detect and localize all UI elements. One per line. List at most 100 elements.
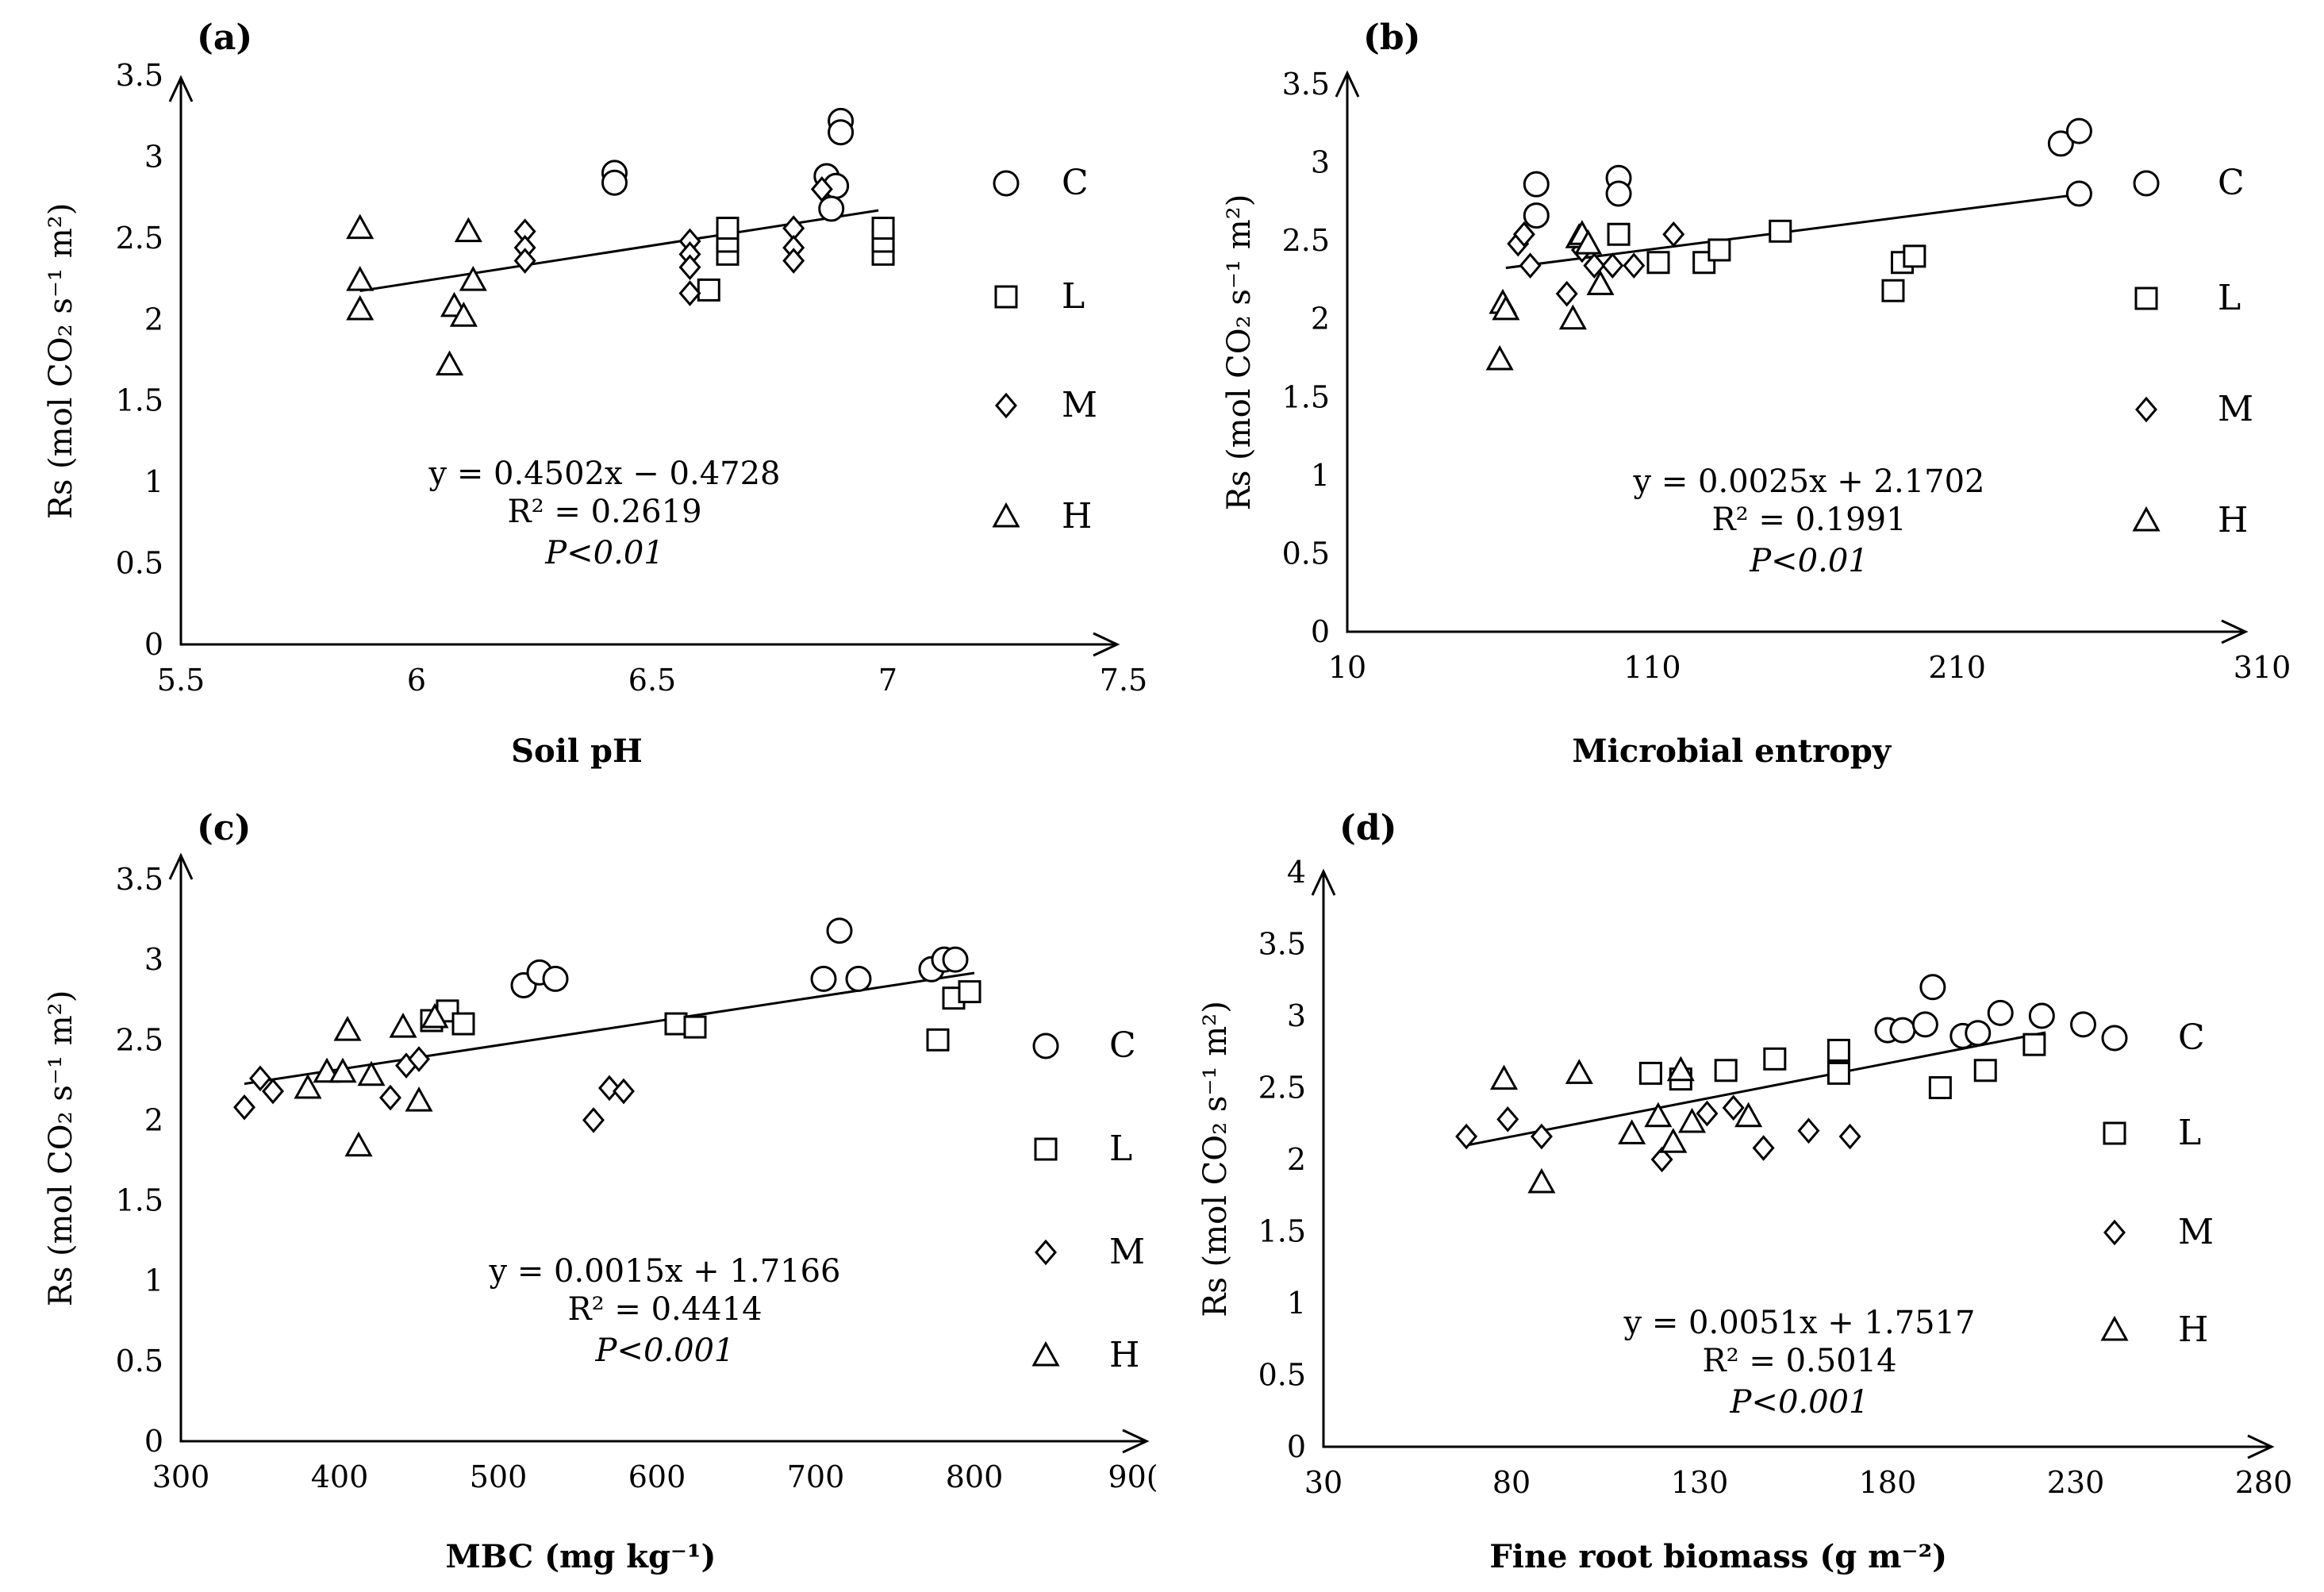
x-axis-label: MBC (mg kg⁻¹) — [446, 1538, 716, 1575]
y-tick-label: 1.5 — [116, 1183, 163, 1218]
legend-marker-C — [1032, 1032, 1059, 1059]
data-point-M — [1496, 1106, 1519, 1132]
data-point-L — [697, 278, 720, 302]
data-point-L — [1928, 1076, 1952, 1099]
r-squared: R² = 0.5014 — [1702, 1343, 1896, 1379]
y-axis-label: Rs (mol CO₂ s⁻¹ m²) — [1197, 1001, 1234, 1317]
legend-marker-L — [994, 285, 1018, 309]
r-squared: R² = 0.1991 — [1711, 502, 1906, 538]
data-point-H — [333, 1016, 362, 1041]
y-axis-label: Rs (mol CO₂ s⁻¹ m²) — [1221, 194, 1258, 511]
legend-label: C — [2178, 1017, 2205, 1058]
r-squared: R² = 0.2619 — [507, 494, 701, 530]
legend-marker-C — [993, 170, 1020, 197]
data-point-L — [1638, 1061, 1662, 1085]
data-point-L — [664, 1012, 688, 1036]
y-tick-label: 3.5 — [116, 58, 163, 93]
data-point-L — [1903, 244, 1926, 268]
y-tick-label: 1 — [1311, 458, 1330, 493]
regression-equation: y = 0.0015x + 1.7166 — [489, 1253, 841, 1290]
y-tick-label: 2 — [1311, 302, 1330, 336]
data-point-L — [871, 217, 895, 240]
data-point-L — [926, 1028, 950, 1052]
legend-label: L — [2218, 278, 2241, 318]
regression-equation: y = 0.4502x − 0.4728 — [428, 456, 781, 492]
data-point-H — [1666, 1056, 1695, 1082]
data-point-L — [1714, 1059, 1738, 1082]
data-point-C — [2047, 130, 2074, 157]
data-point-H — [1565, 1059, 1593, 1084]
legend-label: L — [2178, 1113, 2201, 1153]
data-point-H — [459, 266, 487, 291]
legend-marker-L — [1034, 1137, 1058, 1161]
chart-panel-d: 0 0.5 1 1.5 2 2.5 3 3.5 4 30 80 130 180 230 280 (d) Rs (… — [1197, 808, 2292, 1575]
data-point-L — [1973, 1059, 1997, 1082]
x-tick-label: 30 — [1304, 1465, 1343, 1500]
data-point-C — [2028, 1002, 2055, 1029]
x-tick-label: 210 — [1928, 650, 1986, 685]
x-tick-label: 230 — [2047, 1465, 2105, 1500]
data-point-C — [1987, 999, 2014, 1026]
data-point-M — [1583, 252, 1606, 279]
y-tick-label: 2.5 — [1282, 223, 1330, 258]
legend-label: M — [2178, 1212, 2214, 1252]
y-tick-label: 1 — [144, 1263, 163, 1298]
data-point-C — [828, 119, 855, 146]
data-point-H — [1574, 229, 1603, 255]
data-point-M — [810, 176, 833, 202]
y-axis-label: Rs (mol CO₂ s⁻¹ m²) — [43, 203, 79, 520]
data-point-L — [2022, 1032, 2046, 1056]
y-tick-label: 1.5 — [1282, 379, 1330, 414]
x-tick-label: 280 — [2235, 1465, 2293, 1500]
y-tick-label: 0 — [144, 627, 163, 662]
y-tick-label: 2.5 — [1258, 1071, 1306, 1106]
data-point-C — [810, 965, 837, 992]
y-axis-arrow-icon — [1311, 868, 1336, 896]
regression-line — [244, 971, 975, 1086]
data-point-H — [1558, 304, 1587, 330]
x-tick-label: 600 — [628, 1459, 686, 1494]
y-tick-label: 0 — [1287, 1429, 1306, 1464]
y-axis-label: Rs (mol CO₂ s⁻¹ m²) — [43, 990, 79, 1307]
data-point-M — [1752, 1135, 1775, 1161]
y-tick-label: 0.5 — [116, 546, 163, 581]
legend-label: H — [1062, 496, 1092, 536]
legend-label: M — [2218, 389, 2253, 429]
legend-marker-L — [2134, 286, 2158, 310]
y-tick-label: 3 — [1287, 998, 1306, 1033]
data-point-H — [346, 266, 375, 291]
data-point-L — [1827, 1061, 1850, 1085]
legend-marker-H — [992, 502, 1020, 528]
legend-label: L — [1109, 1129, 1132, 1169]
y-tick-label: 0 — [1311, 614, 1330, 649]
data-point-L — [1827, 1038, 1850, 1062]
data-point-M — [513, 248, 536, 274]
x-tick-label: 300 — [152, 1459, 210, 1494]
p-value: P<0.001 — [595, 1332, 735, 1369]
y-tick-label: 2.5 — [116, 221, 163, 256]
x-tick-label: 800 — [946, 1459, 1004, 1494]
data-point-M — [1519, 252, 1542, 279]
legend-marker-M — [995, 392, 1017, 419]
x-tick-label: 180 — [1859, 1465, 1917, 1500]
legend-marker-M — [2135, 396, 2157, 423]
data-point-C — [2065, 117, 2092, 144]
y-tick-label: 3.5 — [1282, 67, 1330, 102]
x-axis-arrow-icon — [1122, 1429, 1150, 1454]
regression-line — [1505, 193, 2080, 270]
legend-label: L — [1062, 276, 1085, 317]
legend-label: C — [2218, 163, 2245, 203]
x-axis-arrow-icon — [2247, 1434, 2275, 1459]
legend-marker-H — [1031, 1340, 1060, 1367]
data-point-L — [1707, 238, 1731, 262]
data-point-L — [1607, 222, 1631, 246]
axes — [179, 856, 1147, 1443]
panel-label: (d) — [1339, 808, 1396, 848]
data-point-H — [328, 1057, 357, 1083]
x-tick-label: 7.5 — [1100, 663, 1147, 698]
data-point-C — [601, 169, 628, 196]
y-tick-label: 4 — [1287, 855, 1306, 890]
data-point-M — [1838, 1123, 1861, 1150]
p-value: P<0.001 — [1730, 1384, 1869, 1421]
